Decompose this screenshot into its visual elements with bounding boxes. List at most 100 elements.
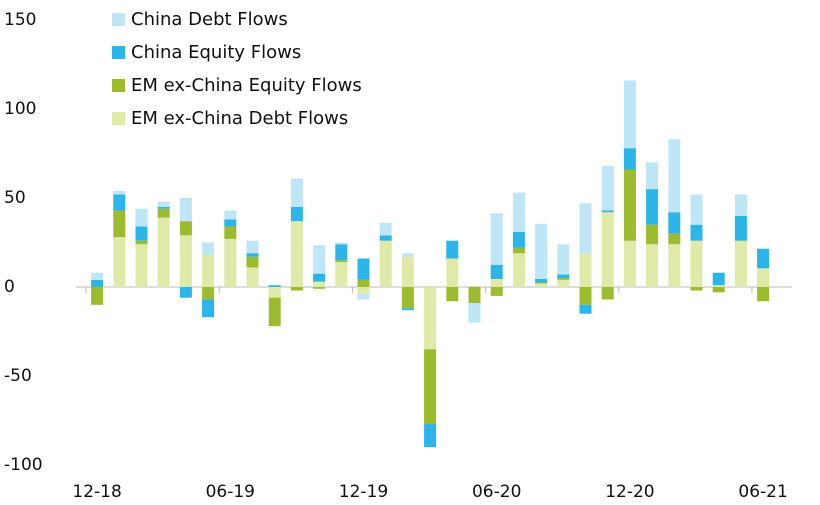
legend: China Debt Flows China Equity Flows EM ex-… — [112, 9, 362, 129]
bar-segment — [290, 206, 303, 222]
bar-segment — [757, 287, 770, 302]
bar-segment — [379, 222, 392, 236]
bar-segment — [135, 226, 148, 241]
y-tick-label: 50 — [4, 188, 26, 208]
bar-segment — [490, 287, 503, 296]
bar-segment — [734, 240, 747, 287]
bar-segment — [668, 244, 681, 287]
bar-segment — [424, 349, 437, 425]
bar-segment — [135, 208, 148, 227]
bar-segment — [668, 212, 681, 234]
bar-segment — [357, 287, 370, 295]
bar-segment — [646, 189, 659, 225]
bar-segment — [357, 294, 370, 300]
bar-segment — [601, 287, 614, 300]
x-tick-label: 06-21 — [738, 482, 787, 502]
y-tick-label: 0 — [4, 277, 15, 297]
legend-label: China Debt Flows — [131, 9, 288, 30]
bar-segment — [690, 287, 703, 291]
bar-segment — [268, 297, 281, 327]
bar-segment — [535, 282, 548, 284]
bar-segment — [623, 80, 636, 149]
bar-segment — [313, 273, 326, 282]
bar-segment — [646, 162, 659, 190]
bar-segment — [490, 278, 503, 287]
bar-segment — [224, 226, 237, 239]
bar-segment — [246, 267, 259, 287]
bar-segment — [712, 272, 725, 286]
bar-segment — [690, 194, 703, 225]
x-tick-label: 06-20 — [472, 482, 521, 502]
bar-segment — [579, 287, 592, 305]
legend-swatch — [112, 46, 125, 59]
bar-segment — [468, 303, 481, 323]
bar-segment — [91, 287, 104, 305]
bar-segment — [202, 242, 215, 255]
bar-segment — [202, 287, 215, 300]
bar-segment — [646, 244, 659, 287]
bar-segment — [113, 194, 126, 211]
bar-segment — [579, 203, 592, 254]
bar-segment — [357, 279, 370, 287]
legend-label: EM ex-China Equity Flows — [131, 75, 362, 96]
bar-segment — [690, 240, 703, 287]
y-tick-label: -100 — [4, 455, 43, 475]
x-tick-label: 12-20 — [605, 482, 654, 502]
bar-segment — [157, 208, 170, 218]
x-tick-label: 12-19 — [339, 482, 388, 502]
y-tick-label: 150 — [4, 10, 36, 30]
bar-segment — [734, 215, 747, 241]
bar-segment — [401, 308, 414, 311]
bar-segment — [290, 178, 303, 207]
bar-segment — [446, 258, 459, 287]
legend-label: EM ex-China Debt Flows — [131, 108, 348, 129]
bar-segment — [246, 253, 259, 257]
bar-segment — [734, 194, 747, 216]
legend-swatch — [112, 13, 125, 26]
y-tick-label: -50 — [4, 366, 32, 386]
bar-segment — [202, 299, 215, 318]
legend-swatch — [112, 79, 125, 92]
bar-segment — [535, 278, 548, 283]
bar-segment — [579, 304, 592, 314]
legend-label: China Equity Flows — [131, 42, 301, 63]
bar-segment — [224, 219, 237, 227]
bar-segment — [690, 224, 703, 241]
x-tick-label: 06-19 — [206, 482, 255, 502]
bar-segment — [557, 279, 570, 287]
bar-segment — [157, 206, 170, 209]
bar-segment — [401, 253, 414, 257]
bar-segment — [179, 235, 192, 287]
bar-segment — [379, 240, 392, 287]
bar-segment — [268, 285, 281, 287]
bar-segment — [179, 221, 192, 236]
bar-segment — [601, 210, 614, 213]
bar-segment — [224, 238, 237, 287]
bar-segment — [424, 287, 437, 350]
bar-segment — [113, 190, 126, 195]
bar-segment — [246, 240, 259, 254]
legend-swatch — [112, 112, 125, 125]
bar-segment — [712, 287, 725, 293]
bar-segment — [290, 287, 303, 291]
bar-segment — [490, 264, 503, 279]
bar-segment — [246, 256, 259, 268]
bar-segment — [668, 139, 681, 213]
bar-segment — [446, 240, 459, 259]
bar-segment — [757, 248, 770, 269]
bar-segment — [579, 253, 592, 287]
bar-segment — [557, 278, 570, 280]
bar-segment — [512, 231, 525, 248]
bar-segment — [335, 262, 348, 287]
bar-segment — [668, 233, 681, 245]
bar-segment — [91, 279, 104, 287]
bar-segment — [757, 268, 770, 287]
bar-segment — [401, 287, 414, 309]
bar-segment — [646, 224, 659, 245]
bar-segment — [313, 281, 326, 287]
bar-segment — [335, 244, 348, 261]
bar-segment — [335, 242, 348, 245]
bar-segment — [401, 256, 414, 287]
bar-segment — [535, 223, 548, 279]
